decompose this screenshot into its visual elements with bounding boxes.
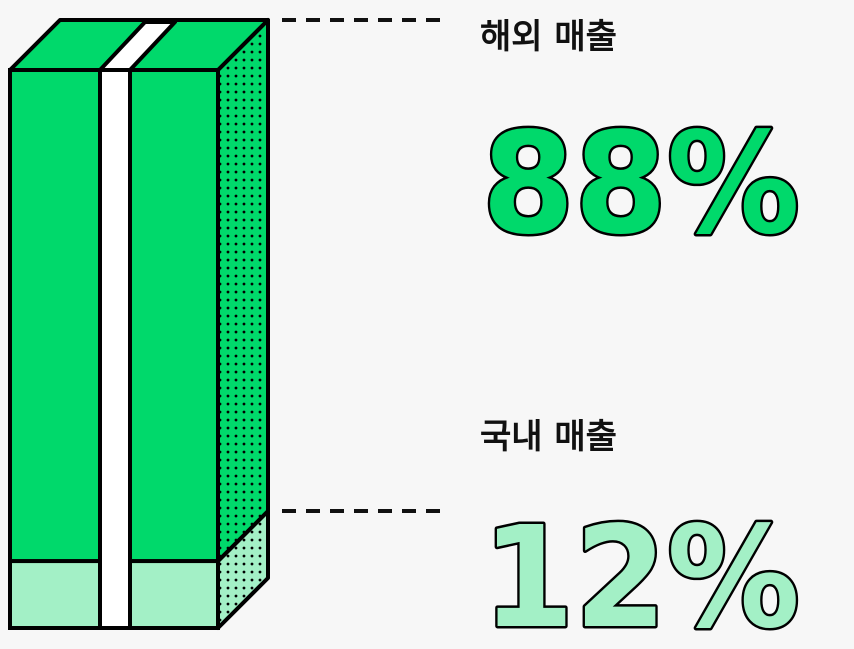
series-name: 해외 매출 [480,17,617,57]
value-label: 12% [482,497,800,649]
strap [98,68,132,630]
value-label: 88% [482,103,800,266]
series-name: 국내 매출 [480,417,617,457]
strap-top [98,20,177,72]
bar-side [216,18,270,564]
